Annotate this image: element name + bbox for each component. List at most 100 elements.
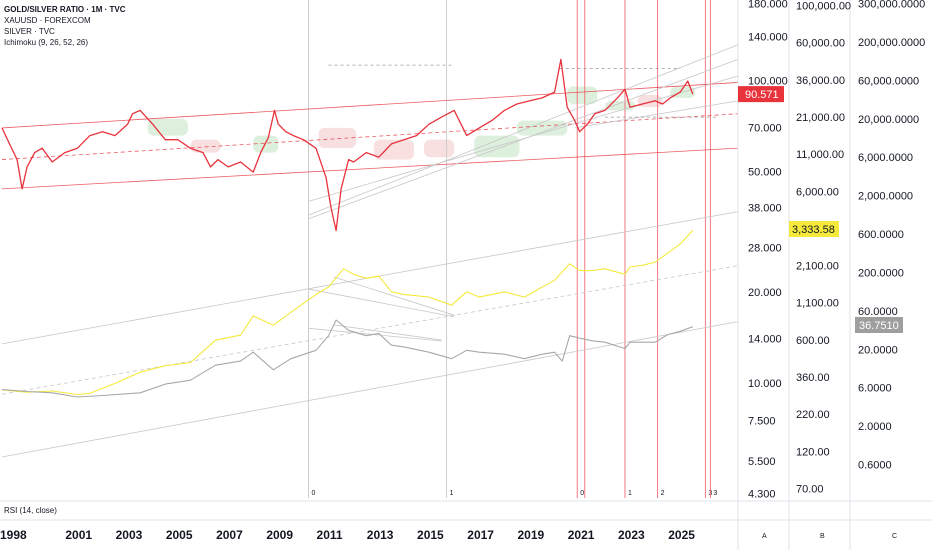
ratio-axis-tick: 10.000 [748,378,782,390]
vertical-marker-label: 0 [311,490,315,497]
trend-line [574,100,739,129]
scale-letter: B [820,533,825,540]
trend-line [308,75,739,202]
x-axis-tick: 2019 [518,528,545,542]
ratio-axis-tick: 100.000 [748,76,788,88]
vertical-marker-label: 2 [661,490,665,497]
ratio-channel-line [1,147,739,190]
legend-main-title[interactable]: GOLD/SILVER RATIO · 1M · TVC [4,5,126,14]
ratio-axis-tick: 14.000 [748,334,782,346]
series-lines [1,58,694,398]
trend-lines [1,44,739,458]
x-axis-tick: 2011 [317,528,343,542]
gold-last-badge [789,221,839,237]
trend-line [308,327,442,342]
x-axis-tick: 1998 [0,528,27,542]
x-axis-tick: 2003 [116,528,143,542]
trend-line [333,324,442,341]
silver-axis-tick: 20.0000 [858,344,898,356]
x-axis-tick: 2025 [668,528,695,542]
cloud-patch [190,139,221,153]
cloud-patch [318,127,357,149]
gold-axis-tick: 70.00 [796,484,824,496]
cloud-patch [637,94,663,108]
legend-overlay-gold[interactable]: XAUUSD · FOREXCOM [4,16,91,25]
gold-axis-tick: 60,000.00 [796,38,845,50]
gold-axis-tick: 21,000.00 [796,112,845,124]
silver-last-badge [855,317,903,333]
scale-letter: C [892,533,897,540]
x-axis-tick: 2021 [568,528,595,542]
ratio-axis-tick: 70.000 [748,122,782,134]
series-ratio [1,58,694,232]
gold-axis-tick: 1,100.00 [796,298,839,310]
series-silver [1,319,693,398]
ratio-axis-tick: 5.500 [748,456,776,468]
silver-last-value: 36.7510 [859,320,899,332]
gold-axis-tick: 11,000.00 [796,149,844,161]
x-axis-tick: 2007 [216,528,243,542]
silver-axis-tick: 20,000.0000 [858,114,919,126]
silver-axis-tick: 2.0000 [858,421,892,433]
gold-axis-tick: 6,000.00 [796,186,839,198]
gold-axis-tick: 600.00 [796,335,830,347]
legend-overlay-silver[interactable]: SILVER · TVC [4,27,55,36]
cloud-patch [147,118,188,136]
series-gold [1,229,694,396]
silver-axis-tick: 200,000.0000 [858,37,925,49]
vertical-marker-label: 1 [628,490,632,497]
ratio-axis-tick: 140.000 [748,31,788,43]
ratio-axis-tick: 28.000 [748,243,782,255]
cloud-patch [567,86,598,105]
ratio-channel-line [1,82,739,129]
silver-axis-tick: 0.6000 [858,460,892,472]
x-axis-tick: 2013 [367,528,394,542]
trend-line [1,321,739,458]
vertical-marker-label: 3 [713,490,717,497]
silver-axis-tick: 60,000.0000 [858,75,919,87]
cloud-patch [424,139,455,158]
gold-axis-tick: 120.00 [796,446,830,458]
trend-line [308,44,739,216]
silver-axis-tick: 300,000.0000 [858,0,925,11]
gold-axis-tick: 100,000.00 [796,1,851,13]
ratio-axis-tick: 50.000 [748,167,782,179]
ratio-axis-tick: 38.000 [748,203,782,215]
cloud-patch [516,120,568,136]
trend-line [308,288,455,318]
gold-axis-tick: 2,100.00 [796,261,839,273]
x-axis-tick: 2005 [166,528,193,542]
cloud-patch [373,139,414,160]
ratio-channel-line [1,113,739,160]
x-axis-tick: 2001 [65,528,92,542]
x-axis-tick: 2009 [266,528,293,542]
ratio-axis-tick: 7.500 [748,416,776,428]
silver-axis-tick: 600.0000 [858,229,904,241]
scale-letter: A [762,533,767,540]
ratio-axis-tick: 4.300 [748,489,776,501]
gold-axis-tick: 360.00 [796,372,830,384]
vertical-marker-label: 1 [450,490,454,497]
vertical-marker-label: 0 [580,490,584,497]
ratio-axis-tick: 20.000 [748,287,782,299]
silver-axis-tick: 2,000.0000 [858,191,913,203]
gold-last-value: 3,333.58 [792,224,835,236]
cloud-patch [253,135,279,153]
silver-axis-tick: 200.0000 [858,267,904,279]
ratio-last-badge [738,86,784,103]
vertical-markers: 0101233 [308,0,717,498]
trend-line [308,59,739,220]
x-axis-tick: 2017 [467,528,494,542]
ratio-last-value: 90.571 [745,89,779,101]
ratio-axis-tick: 180.000 [748,0,788,11]
rsi-pane-label[interactable]: RSI (14, close) [4,506,57,515]
legend-indicator[interactable]: Ichimoku (9, 26, 52, 26) [4,38,89,47]
silver-axis-tick: 60.0000 [858,306,898,318]
ichimoku-cloud [147,86,696,160]
gold-axis-tick: 220.00 [796,409,830,421]
x-axis-tick: 2023 [618,528,645,542]
x-axis-tick: 2015 [417,528,444,542]
